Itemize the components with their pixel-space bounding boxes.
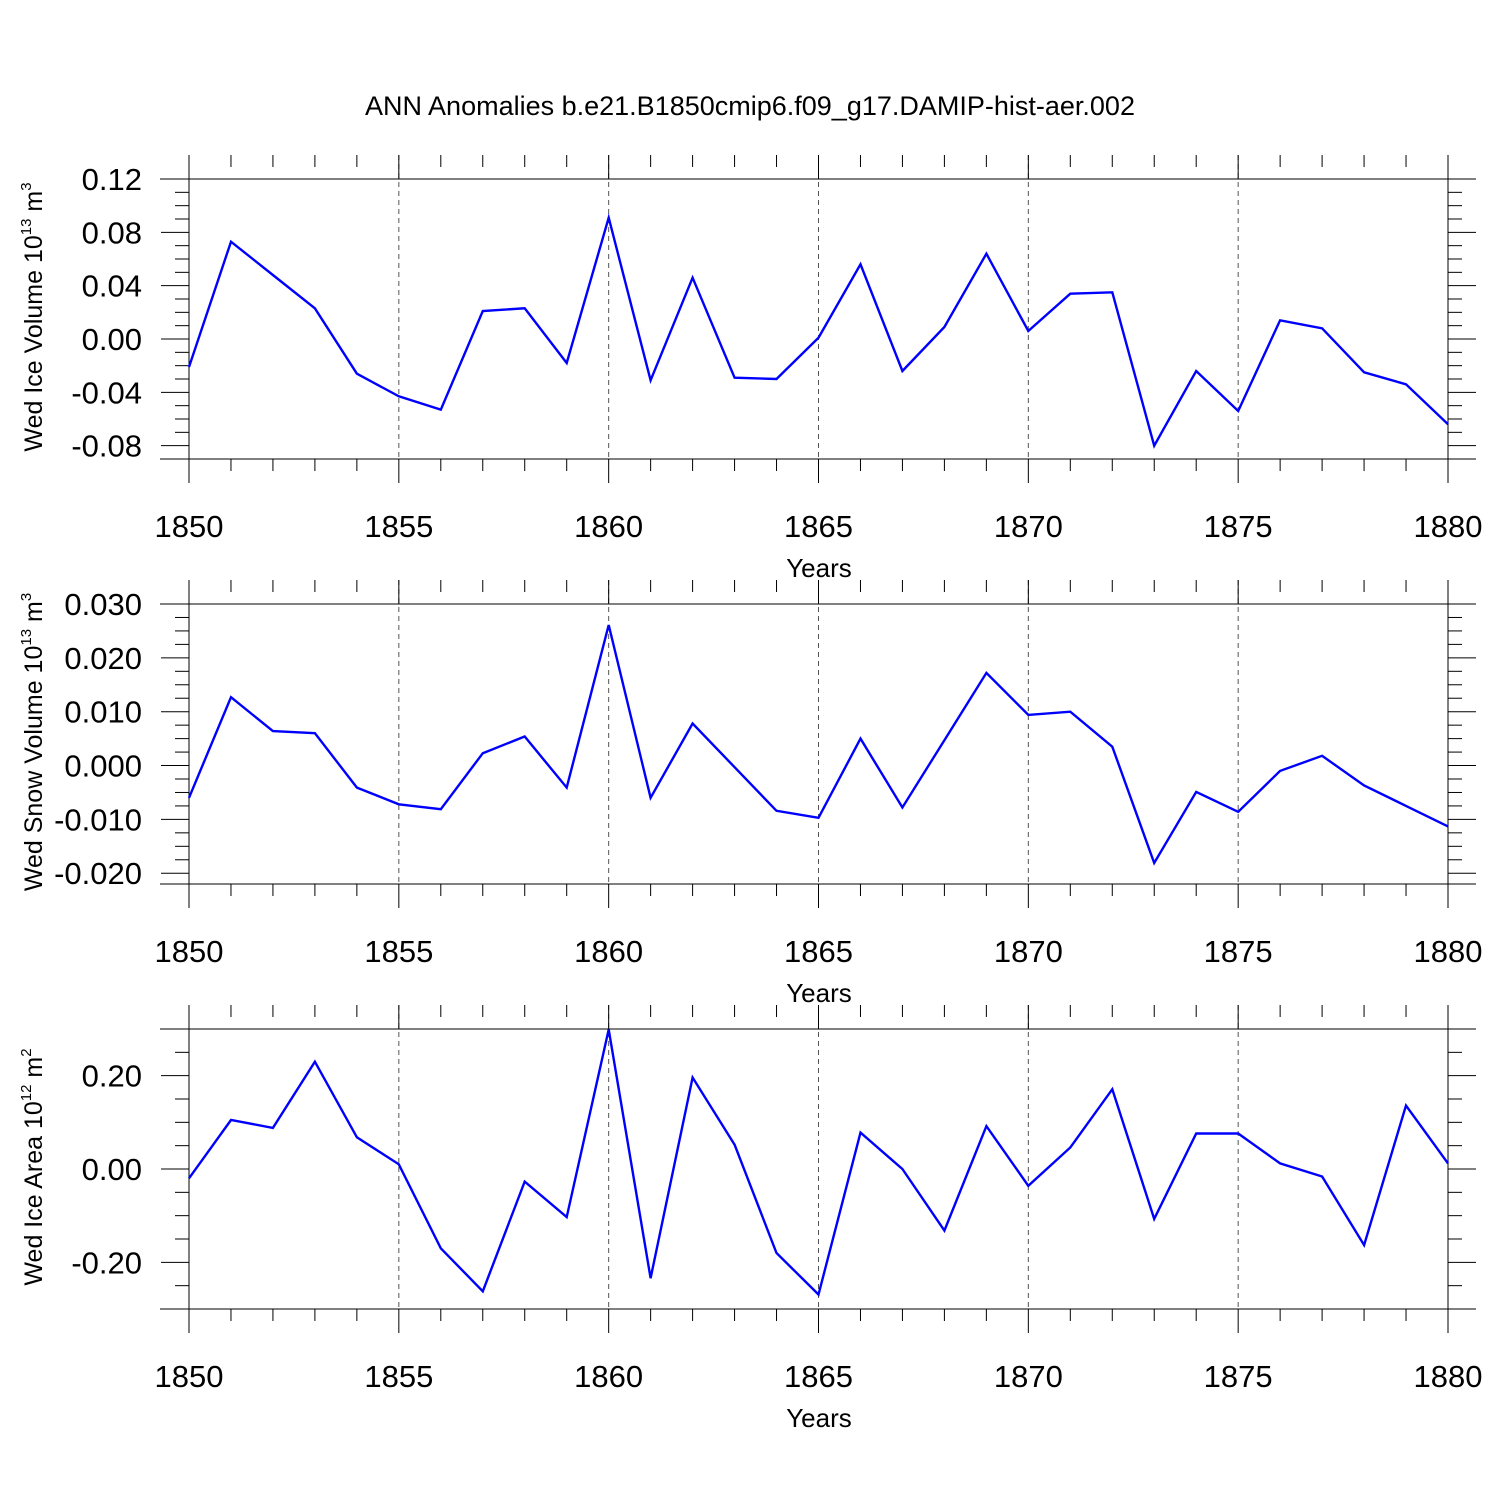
x-axis-label: Years	[786, 1403, 852, 1433]
y-tick-label: 0.00	[82, 322, 142, 357]
panel-3: -0.20 0.00 0.20 1850 1855 1860 1865 1870 1875 188…	[18, 1005, 1482, 1433]
x-tick-label: 1865	[784, 934, 853, 969]
chart-title: ANN Anomalies b.e21.B1850cmip6.f09_g17.D…	[365, 91, 1135, 121]
y-tick-label: -0.04	[71, 375, 142, 410]
y-tick-label: -0.20	[71, 1245, 142, 1280]
y-tick-label: 0.010	[64, 695, 142, 730]
x-tick-label: 1875	[1204, 509, 1273, 544]
x-tick-label: 1855	[364, 1359, 433, 1394]
y-tick-label: 0.20	[82, 1059, 142, 1094]
x-tick-label: 1855	[364, 934, 433, 969]
y-axis-label: Wed Ice Area 1012 m2	[18, 1048, 48, 1285]
x-tick-label: 1870	[994, 509, 1063, 544]
y-tick-label: -0.020	[54, 856, 142, 891]
y-axis-label: Wed Snow Volume 1013 m3	[18, 593, 48, 891]
y-tick-label: 0.12	[82, 162, 142, 197]
x-tick-label: 1860	[574, 1359, 643, 1394]
panels: -0.08 -0.04 0.00 0.04 0.08 0.12 1850 1855 1860 18…	[18, 155, 1482, 1433]
x-tick-label: 1850	[155, 1359, 224, 1394]
x-axis-label: Years	[786, 978, 852, 1008]
y-tick-label: 0.08	[82, 215, 142, 250]
x-tick-label: 1875	[1204, 934, 1273, 969]
data-series-line	[187, 624, 1449, 866]
data-series-line	[188, 1029, 1449, 1297]
y-tick-label: -0.010	[54, 802, 142, 837]
x-tick-label: 1880	[1414, 1359, 1483, 1394]
y-tick-label: 0.04	[82, 269, 142, 304]
panel-1: -0.08 -0.04 0.00 0.04 0.08 0.12 1850 1855 1860 18…	[18, 155, 1482, 583]
data-series-line	[187, 213, 1449, 449]
x-tick-label: 1850	[155, 934, 224, 969]
x-tick-label: 1880	[1414, 934, 1483, 969]
y-tick-label: -0.08	[71, 429, 142, 464]
panel-2: -0.020 -0.010 0.000 0.010 0.020 0.030 1850 1855…	[18, 580, 1482, 1008]
x-tick-label: 1880	[1414, 509, 1483, 544]
x-tick-label: 1850	[155, 509, 224, 544]
x-tick-label: 1875	[1204, 1359, 1273, 1394]
x-tick-label: 1870	[994, 1359, 1063, 1394]
x-tick-label: 1865	[784, 509, 853, 544]
y-axis-label: Wed Ice Volume 1013 m3	[18, 182, 48, 451]
x-tick-label: 1860	[574, 934, 643, 969]
y-tick-label: 0.00	[82, 1152, 142, 1187]
y-tick-label: 0.000	[64, 749, 142, 784]
y-tick-label: 0.020	[64, 641, 142, 676]
x-tick-label: 1870	[994, 934, 1063, 969]
y-tick-label: 0.030	[64, 587, 142, 622]
x-tick-label: 1855	[364, 509, 433, 544]
x-tick-label: 1865	[784, 1359, 853, 1394]
x-tick-label: 1860	[574, 509, 643, 544]
x-axis-label: Years	[786, 553, 852, 583]
